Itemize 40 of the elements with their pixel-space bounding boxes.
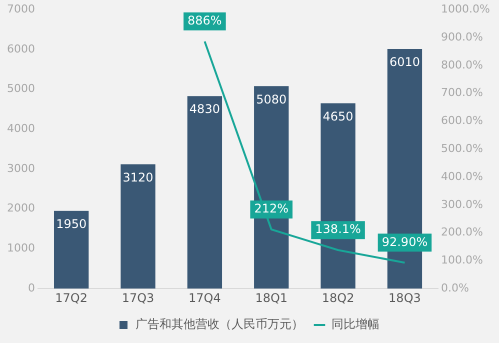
data-label: 92.90% (382, 234, 428, 249)
y-tick-label: 7000 (6, 2, 35, 16)
y2-tick-label: 800.0% (441, 58, 484, 72)
data-label: 212% (254, 202, 289, 216)
legend-label: 广告和其他营收（人民币万元） (136, 317, 304, 332)
y-tick-label: 3000 (6, 162, 35, 175)
data-label: 4650 (322, 109, 354, 124)
y-tick-label: 1000 (6, 242, 35, 255)
x-tick-label: 18Q1 (255, 290, 288, 305)
x-tick-label: 18Q3 (388, 290, 421, 305)
y2-tick-label: 300.0% (441, 198, 484, 211)
data-label: 6010 (389, 55, 420, 70)
x-tick-label: 18Q2 (322, 290, 354, 305)
y-tick-label: 0 (28, 281, 35, 294)
data-label: 1950 (56, 217, 87, 232)
bar (54, 210, 89, 289)
data-label: 886% (188, 14, 222, 28)
x-tick-label: 17Q4 (188, 290, 221, 305)
legend-label: 同比增幅 (332, 317, 380, 332)
data-label: 5080 (256, 92, 287, 106)
y-tick-label: 5000 (6, 82, 35, 96)
y2-tick-label: 1000.0% (441, 2, 490, 16)
y2-tick-label: 600.0% (441, 114, 484, 128)
y2-tick-label: 500.0% (441, 142, 484, 155)
y2-tick-label: 0.0% (441, 281, 470, 294)
y-tick-label: 6000 (6, 42, 35, 56)
x-tick-label: 17Q2 (55, 290, 88, 305)
bar (120, 164, 156, 289)
data-label: 4830 (189, 102, 220, 116)
y2-tick-label: 900.0% (441, 30, 484, 44)
data-label: 138.1% (315, 222, 361, 236)
y2-tick-label: 200.0% (441, 226, 484, 239)
y-tick-label: 2000 (6, 202, 35, 215)
y2-tick-label: 100.0% (441, 254, 484, 267)
data-label: 3120 (122, 170, 154, 184)
bar (187, 96, 222, 289)
x-tick-label: 17Q3 (122, 290, 154, 305)
y-tick-label: 4000 (6, 122, 35, 136)
y2-tick-label: 400.0% (441, 170, 484, 183)
y2-tick-label: 700.0% (441, 86, 484, 100)
